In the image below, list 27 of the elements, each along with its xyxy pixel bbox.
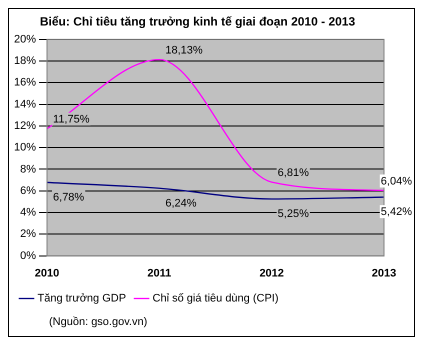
y-tick-label: 12% [14, 120, 36, 132]
data-label: 5,25% [278, 208, 310, 220]
y-tick-label: 16% [14, 76, 36, 89]
y-tick-label: 2% [20, 228, 36, 240]
data-label: 6,81% [278, 167, 310, 180]
legend-label: Tăng trưởng GDP [38, 292, 126, 305]
y-tick-label: 14% [14, 98, 36, 110]
y-tick-label: 20% [14, 33, 36, 46]
y-tick-label: 4% [20, 206, 36, 219]
data-label: 5,42% [380, 206, 412, 218]
x-tick-label: 2013 [372, 267, 396, 280]
y-tick-label: 8% [20, 163, 36, 176]
y-tick-label: 6% [20, 184, 36, 197]
chart-title: Biểu: Chỉ tiêu tăng trưởng kinh tế giai đoạn 2010 - 2013 [40, 14, 356, 29]
x-tick-label: 2010 [34, 267, 60, 280]
data-label: 6,24% [165, 197, 197, 210]
legend-label: Chỉ số giá tiêu dùng (CPI) [152, 292, 279, 305]
data-label: 18,13% [165, 44, 203, 57]
y-tick-label: 10% [14, 142, 36, 154]
x-tick-label: 2012 [259, 267, 284, 280]
y-tick-label: 0% [20, 250, 36, 262]
data-label: 6,04% [380, 175, 412, 188]
text: (Nguồn: gso.gov.vn) [49, 316, 148, 328]
data-label: 11,75% [53, 114, 90, 126]
x-tick-label: 2011 [147, 267, 172, 280]
y-tick-label: 18% [14, 55, 36, 68]
data-label: 6,78% [53, 191, 84, 204]
